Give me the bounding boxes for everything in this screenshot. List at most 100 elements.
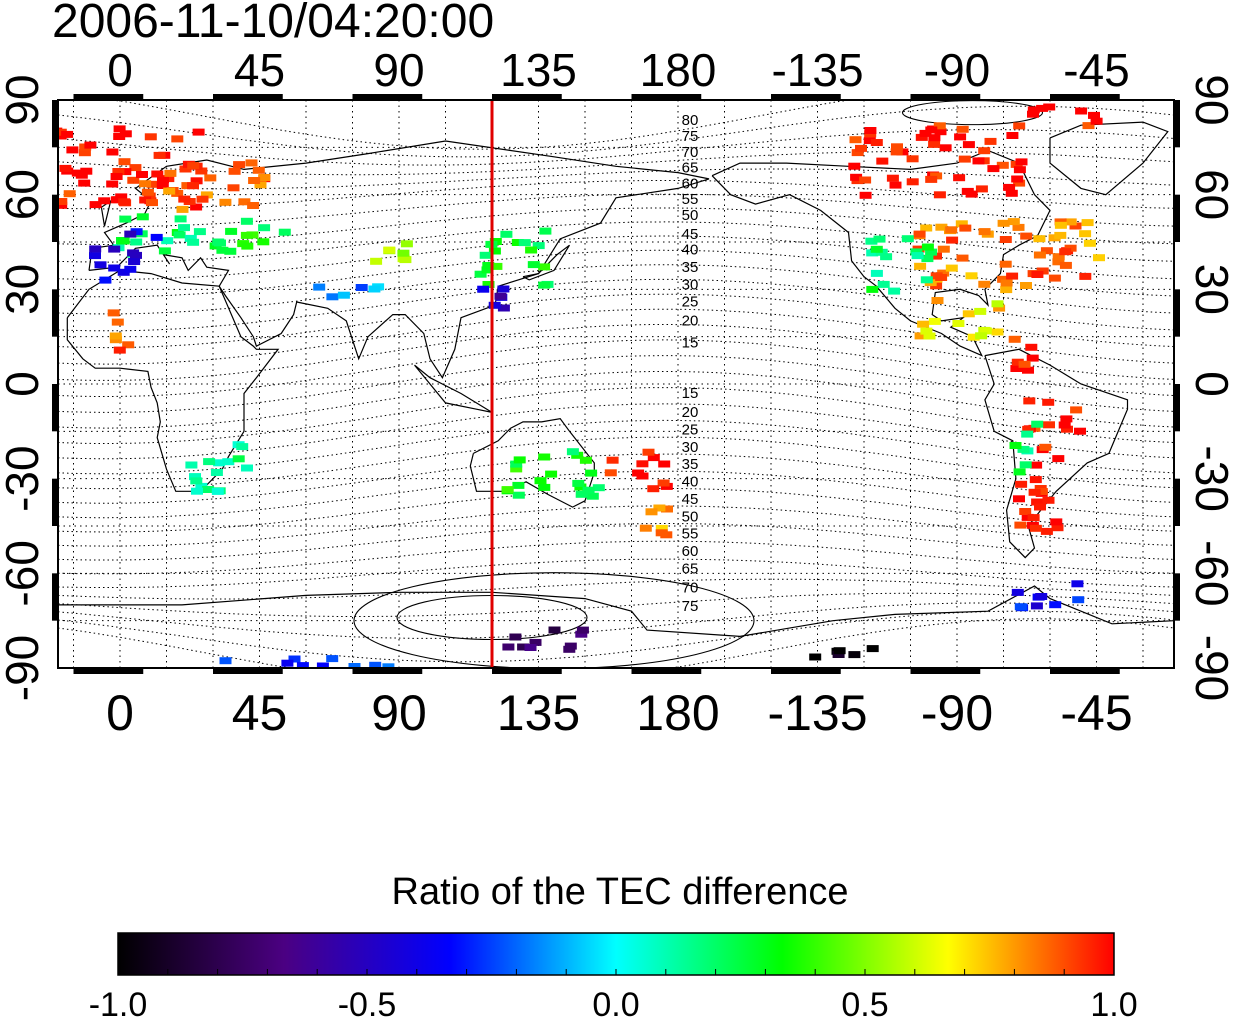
coastline: [88, 140, 710, 379]
tec-cell: [1088, 111, 1100, 119]
tec-cell: [488, 301, 501, 309]
tec-cell: [510, 460, 523, 468]
tec-cell: [118, 158, 131, 166]
tec-cell: [955, 220, 968, 228]
tec-cell: [163, 187, 176, 195]
frame-bar: [52, 478, 58, 526]
tec-cell: [113, 346, 126, 354]
tec-cell: [174, 215, 187, 223]
colorbar-tick-label: 1.0: [1090, 986, 1137, 1024]
tec-cell: [928, 134, 941, 142]
tec-cell: [144, 133, 157, 141]
tec-cell: [1018, 360, 1031, 368]
tec-cell: [124, 265, 137, 273]
tec-cell: [876, 157, 889, 165]
tec-cell: [848, 651, 861, 659]
tec-cell: [517, 643, 530, 651]
tec-cell: [945, 226, 958, 234]
tec-cell: [187, 162, 200, 170]
tec-cell: [108, 245, 121, 253]
tec-cell: [178, 195, 191, 203]
tec-cell: [975, 185, 988, 193]
tec-cell: [171, 135, 184, 143]
frame-bar: [52, 289, 58, 337]
right-lat-tick-label: -30: [1186, 445, 1238, 511]
tec-cell: [889, 181, 902, 189]
tec-cell: [1031, 498, 1044, 506]
tec-cell: [1006, 132, 1019, 139]
tec-cell: [1030, 461, 1043, 469]
tec-cell: [1090, 117, 1103, 125]
tec-cell: [219, 657, 232, 665]
tec-cell: [1031, 271, 1044, 278]
contour-label: 35: [682, 259, 699, 276]
tec-cell: [1064, 218, 1077, 226]
frame-bar: [1050, 668, 1120, 674]
bottom-lon-tick-label: 45: [232, 685, 288, 741]
tec-cell: [606, 456, 619, 464]
tec-cell: [254, 181, 267, 189]
frame-bar: [1050, 94, 1120, 100]
tec-cell: [901, 235, 914, 243]
tec-cell: [965, 272, 978, 280]
tec-cell: [509, 633, 522, 641]
frame-bar: [213, 94, 283, 100]
tec-cell: [150, 233, 163, 241]
tec-cell: [143, 192, 156, 200]
tec-cell: [956, 125, 969, 133]
tec-cell: [1042, 398, 1055, 406]
tec-cell: [655, 529, 668, 537]
tec-cell: [204, 174, 217, 182]
tec-cell: [910, 248, 923, 256]
tec-cell: [933, 191, 946, 199]
tec-cell: [851, 149, 864, 157]
left-lat-tick-label: -30: [0, 445, 48, 511]
bottom-lon-tick-label: -135: [767, 685, 867, 741]
tec-cell: [153, 151, 166, 159]
tec-cell: [832, 651, 845, 658]
tec-cell: [61, 130, 74, 138]
tec-cell: [1005, 189, 1018, 197]
tec-cell: [178, 224, 190, 232]
tec-cell: [1052, 258, 1065, 266]
tec-cell: [109, 332, 122, 340]
colorbar-tick-label: 0.0: [592, 986, 639, 1024]
tec-cell: [281, 659, 294, 667]
frame-bar: [1174, 478, 1180, 526]
tec-cell: [127, 176, 140, 184]
tec-cell: [368, 285, 381, 293]
tec-cell: [511, 239, 524, 246]
colorbar-ticks: -1.0 -0.5 0.0 0.5 1.0: [89, 969, 1138, 1024]
tec-cell: [98, 197, 111, 205]
tec-cell: [158, 247, 171, 255]
tec-cell: [661, 505, 673, 513]
tec-cell: [572, 479, 585, 487]
contour-label: 25: [682, 422, 699, 439]
bottom-lon-tick-label: 0: [106, 685, 134, 741]
tec-cell: [1033, 251, 1046, 259]
tec-cell: [190, 177, 203, 185]
tec-cell: [1020, 282, 1032, 289]
tec-cell: [176, 205, 189, 213]
tec-cell: [937, 269, 950, 277]
tec-cell: [996, 161, 1009, 169]
tec-cell: [1012, 223, 1025, 231]
tec-cell: [146, 199, 158, 207]
tec-cell: [89, 252, 101, 260]
tec-cell: [370, 257, 383, 265]
tec-cell: [1069, 222, 1082, 230]
tec-cell: [113, 125, 126, 133]
tec-cell: [232, 455, 245, 463]
tec-cell: [1009, 442, 1022, 449]
tec-cell: [953, 174, 966, 182]
tec-cell: [258, 174, 271, 181]
tec-cell: [538, 281, 551, 289]
magnetic-contours: [58, 100, 1174, 668]
top-lon-tick-label: -135: [771, 44, 863, 96]
tec-cell: [527, 261, 540, 269]
tec-cell: [850, 173, 863, 181]
tec-cell: [1025, 343, 1038, 351]
colorbar: -1.0 -0.5 0.0 0.5 1.0: [89, 932, 1138, 1024]
tec-cell: [1049, 601, 1062, 609]
tec-cell: [348, 663, 361, 668]
